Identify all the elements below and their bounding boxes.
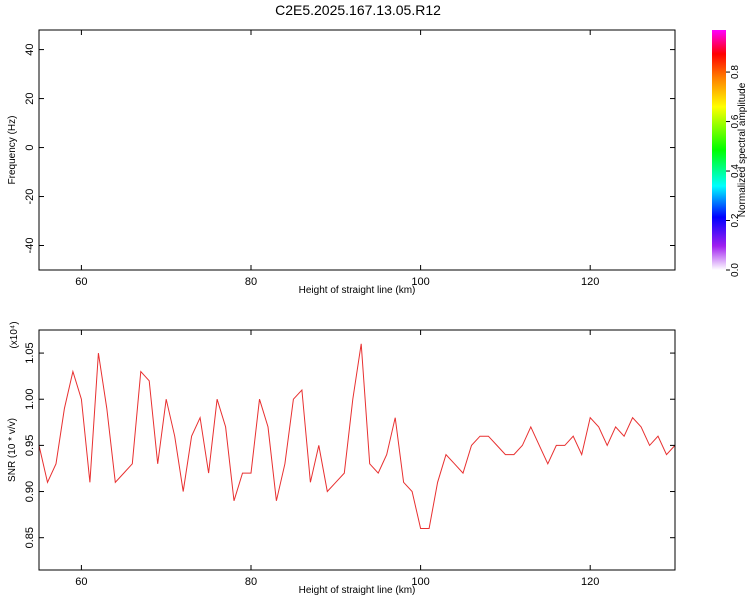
spectrogram-y-tick-label: 0 bbox=[24, 144, 36, 150]
snr-y-tick-label: 1.00 bbox=[24, 389, 36, 410]
snr-x-ticks: 60 80 100 120 bbox=[75, 330, 599, 588]
colorbar-gradient bbox=[712, 30, 726, 270]
colorbar-label: Normalized spectral amplitude bbox=[737, 82, 748, 217]
colorbar-tick-label: 0.0 bbox=[730, 263, 741, 277]
snr-panel: 60 80 100 120 0.85 0.90 0.95 1.00 1.05 Height o… bbox=[7, 321, 676, 596]
spectrogram-x-tick-label: 80 bbox=[245, 276, 257, 288]
spectrogram-x-tick-label: 120 bbox=[581, 276, 599, 288]
spectrogram-x-ticks: 60 80 100 120 bbox=[75, 30, 599, 288]
colorbar-tick-label: 0.2 bbox=[730, 213, 741, 227]
spectrogram-y-tick-label: -40 bbox=[24, 238, 36, 254]
snr-y-tick-label: 0.95 bbox=[24, 435, 36, 456]
snr-y-tick-label: 0.90 bbox=[24, 481, 36, 502]
spectrogram-y-tick-label: 40 bbox=[24, 43, 36, 55]
snr-y-axis-label: SNR (10 * v/v) bbox=[7, 418, 18, 482]
spectrogram-x-tick-label: 60 bbox=[75, 276, 87, 288]
snr-frame bbox=[38, 329, 676, 571]
spectrogram-x-tick-label: 100 bbox=[411, 276, 429, 288]
colorbar-tick-label: 0.4 bbox=[730, 164, 741, 178]
colorbar: 0.0 0.2 0.4 0.6 0.8 Normalized spectral ampl… bbox=[712, 30, 748, 277]
colorbar-tick-label: 0.6 bbox=[730, 114, 741, 128]
snr-y-tick-label: 1.05 bbox=[24, 342, 36, 363]
page-title: C2E5.2025.167.13.05.R12 bbox=[275, 2, 441, 18]
snr-x-tick-label: 60 bbox=[75, 576, 87, 588]
spectrogram-panel: 60 80 100 120 40 20 0 -20 -40 Height of straigh… bbox=[7, 29, 676, 296]
snr-y-multiplier: (x10⁴) bbox=[9, 321, 20, 348]
spectrogram-frame bbox=[38, 29, 676, 271]
spectrogram-y-ticks: 40 20 0 -20 -40 bbox=[24, 43, 675, 253]
snr-x-axis-label: Height of straight line (km) bbox=[299, 585, 416, 596]
spectrogram-y-tick-label: 20 bbox=[24, 92, 36, 104]
spectrogram-y-axis-label: Frequency (Hz) bbox=[7, 116, 18, 185]
snr-x-tick-label: 100 bbox=[411, 576, 429, 588]
spectrogram-y-tick-label: -20 bbox=[24, 189, 36, 205]
snr-series-line bbox=[39, 343, 675, 529]
snr-x-tick-label: 80 bbox=[245, 576, 257, 588]
snr-y-tick-label: 0.85 bbox=[24, 527, 36, 548]
colorbar-ticks: 0.0 0.2 0.4 0.6 0.8 bbox=[726, 65, 741, 277]
snr-y-ticks: 0.85 0.90 0.95 1.00 1.05 bbox=[24, 342, 675, 548]
snr-x-tick-label: 120 bbox=[581, 576, 599, 588]
spectrogram-x-axis-label: Height of straight line (km) bbox=[299, 285, 416, 296]
colorbar-tick-label: 0.8 bbox=[730, 65, 741, 79]
